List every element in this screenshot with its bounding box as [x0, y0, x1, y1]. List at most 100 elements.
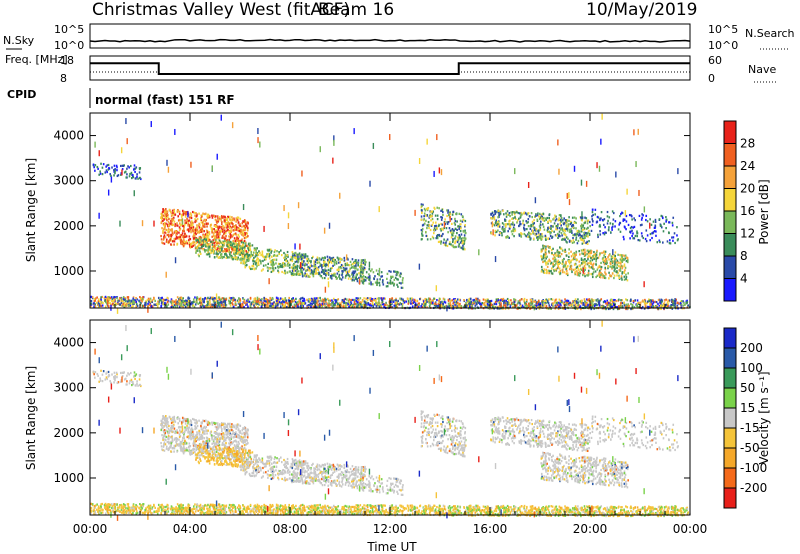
power-cell — [222, 305, 225, 309]
power-cell — [226, 217, 228, 221]
power-cell — [122, 296, 125, 299]
power-cell — [357, 259, 360, 262]
power-cell — [578, 274, 581, 277]
power-cell — [228, 226, 231, 230]
power-cell — [186, 301, 188, 304]
power-cell — [598, 265, 601, 269]
power-cell — [268, 257, 271, 260]
power-cell — [205, 218, 208, 222]
power-cell — [558, 230, 561, 233]
power-cell — [210, 240, 212, 243]
freq-label: Freq. [MHz] — [5, 53, 68, 66]
power-cell — [100, 299, 102, 303]
power-cell — [163, 302, 165, 305]
power-cell — [307, 300, 310, 303]
power-cell — [606, 222, 609, 225]
power-cell — [517, 211, 520, 215]
power-cell — [282, 261, 285, 265]
power-cell — [590, 250, 593, 253]
power-cell — [268, 304, 271, 308]
power-cell — [157, 296, 160, 300]
power-cell — [267, 262, 269, 265]
power-cell — [244, 266, 247, 269]
power-cell — [541, 304, 544, 307]
power-cell — [325, 300, 327, 303]
power-cell — [182, 241, 185, 244]
power-cell — [573, 216, 576, 219]
power-cell — [244, 253, 247, 256]
power-cell — [654, 300, 656, 303]
power-cell — [615, 266, 618, 269]
power-cell — [304, 274, 307, 277]
power-cell — [577, 301, 580, 304]
power-cell — [299, 254, 301, 257]
power-cell — [205, 229, 208, 232]
power-cell — [215, 246, 217, 249]
power-cell — [581, 228, 584, 232]
power-cell — [249, 296, 252, 300]
power-cell — [511, 221, 514, 224]
power-cell — [550, 298, 553, 301]
power-cell — [205, 245, 207, 248]
power-cell — [671, 236, 673, 239]
power-cell — [597, 216, 600, 219]
power-cell — [216, 215, 219, 218]
power-cell — [366, 297, 369, 300]
power-cell — [237, 233, 240, 237]
power-cell — [312, 271, 315, 274]
power-cell — [253, 248, 256, 252]
power-cell — [114, 167, 116, 171]
power-cell — [552, 265, 554, 268]
power-cell — [247, 305, 249, 308]
power-cell — [255, 260, 257, 263]
power-cell — [171, 233, 174, 236]
power-cell — [110, 174, 112, 178]
power-cell — [564, 228, 566, 231]
power-cell — [538, 217, 541, 221]
power-cell — [560, 220, 562, 223]
power-cell — [107, 305, 110, 308]
power-cell — [451, 232, 453, 235]
power-cell — [651, 232, 653, 235]
power-cell — [196, 229, 198, 232]
power-cell — [179, 224, 182, 227]
power-cell — [431, 235, 434, 238]
power-cell — [576, 307, 579, 310]
power-cell — [214, 215, 217, 218]
power-cell — [504, 230, 506, 233]
power-cell — [218, 239, 221, 242]
power-cell — [544, 302, 546, 305]
power-cell — [90, 304, 92, 308]
power-cell — [584, 236, 586, 239]
power-cell — [581, 242, 584, 245]
power-cell — [352, 270, 355, 273]
power-cell — [111, 166, 113, 169]
power-cell — [235, 248, 238, 251]
power-cell — [166, 212, 169, 215]
power-cell — [336, 272, 339, 275]
power-cell — [558, 251, 561, 254]
power-cell — [269, 248, 272, 251]
power-cell — [458, 236, 461, 239]
power-cell — [179, 298, 182, 301]
power-cell — [461, 220, 464, 223]
power-cell — [602, 259, 604, 262]
power-cell — [371, 303, 374, 306]
power-cell — [524, 303, 526, 306]
power-cell — [476, 301, 479, 305]
power-cell — [302, 299, 305, 303]
power-cell — [238, 249, 240, 252]
power-cell — [533, 237, 535, 240]
power-cell — [577, 267, 579, 270]
power-cell — [220, 252, 223, 256]
power-cell — [301, 269, 303, 272]
power-cell — [268, 248, 271, 251]
power-cell — [200, 243, 203, 246]
power-cell — [501, 231, 503, 235]
power-cell — [240, 253, 242, 256]
power-cell — [301, 296, 304, 300]
power-cell — [285, 301, 287, 304]
power-cell — [160, 238, 163, 241]
power-cell — [93, 166, 95, 169]
power-cell — [226, 249, 228, 253]
